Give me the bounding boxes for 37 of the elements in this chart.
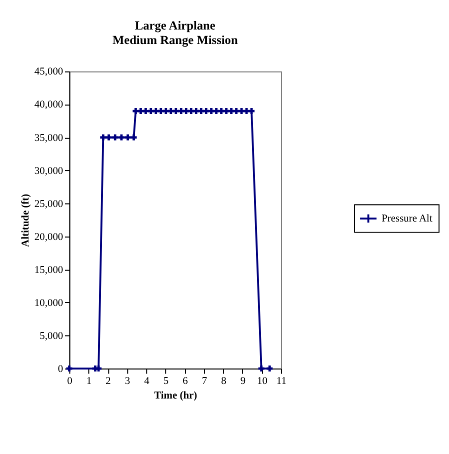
y-tick-label: 25,000 xyxy=(34,198,64,210)
x-tick-label: 6 xyxy=(182,376,188,388)
y-tick-label: 10,000 xyxy=(34,298,64,309)
y-tick-label: 0 xyxy=(58,364,64,375)
legend-label: Pressure Alt xyxy=(382,213,432,224)
point xyxy=(130,134,137,140)
y-axis-title: Altitude (ft) xyxy=(20,193,32,247)
point xyxy=(100,134,106,140)
y-tick-label: 45,000 xyxy=(34,66,64,78)
x-tick-label: 11 xyxy=(276,376,286,388)
point xyxy=(124,134,131,140)
point xyxy=(203,108,210,114)
x-tick-label: 7 xyxy=(202,376,208,388)
point xyxy=(106,134,112,140)
x-tick-label: 0 xyxy=(67,376,72,388)
x-tick-label: 1 xyxy=(86,376,92,388)
text: Medium Range Mission xyxy=(112,32,238,47)
x-tick-label: 9 xyxy=(240,376,246,388)
x-tick-label: 10 xyxy=(256,376,268,388)
x-tick-label: 3 xyxy=(124,376,130,388)
x-tick-label: 8 xyxy=(221,376,226,388)
x-tick-label: 5 xyxy=(163,376,169,388)
y-tick-label: 40,000 xyxy=(34,100,64,111)
y-tick-label: 35,000 xyxy=(34,132,64,144)
point xyxy=(112,134,118,140)
x-tick-label: 2 xyxy=(106,376,111,388)
y-tick-label: 20,000 xyxy=(34,232,64,243)
x-tick-label: 4 xyxy=(144,376,150,388)
y-tick-label: 30,000 xyxy=(34,166,64,177)
x-axis-title: Time (hr) xyxy=(154,390,198,402)
point xyxy=(266,366,273,372)
point xyxy=(142,108,149,114)
y-tick-label: 5,000 xyxy=(40,330,64,342)
point xyxy=(258,366,264,372)
text: Large Airplane xyxy=(134,18,216,33)
y-tick-label: 15,000 xyxy=(34,264,64,276)
point xyxy=(118,134,124,140)
